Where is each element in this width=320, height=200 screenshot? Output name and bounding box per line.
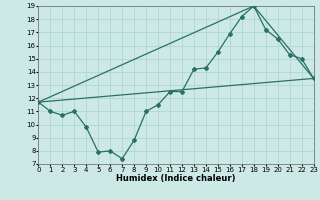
X-axis label: Humidex (Indice chaleur): Humidex (Indice chaleur) [116, 174, 236, 183]
